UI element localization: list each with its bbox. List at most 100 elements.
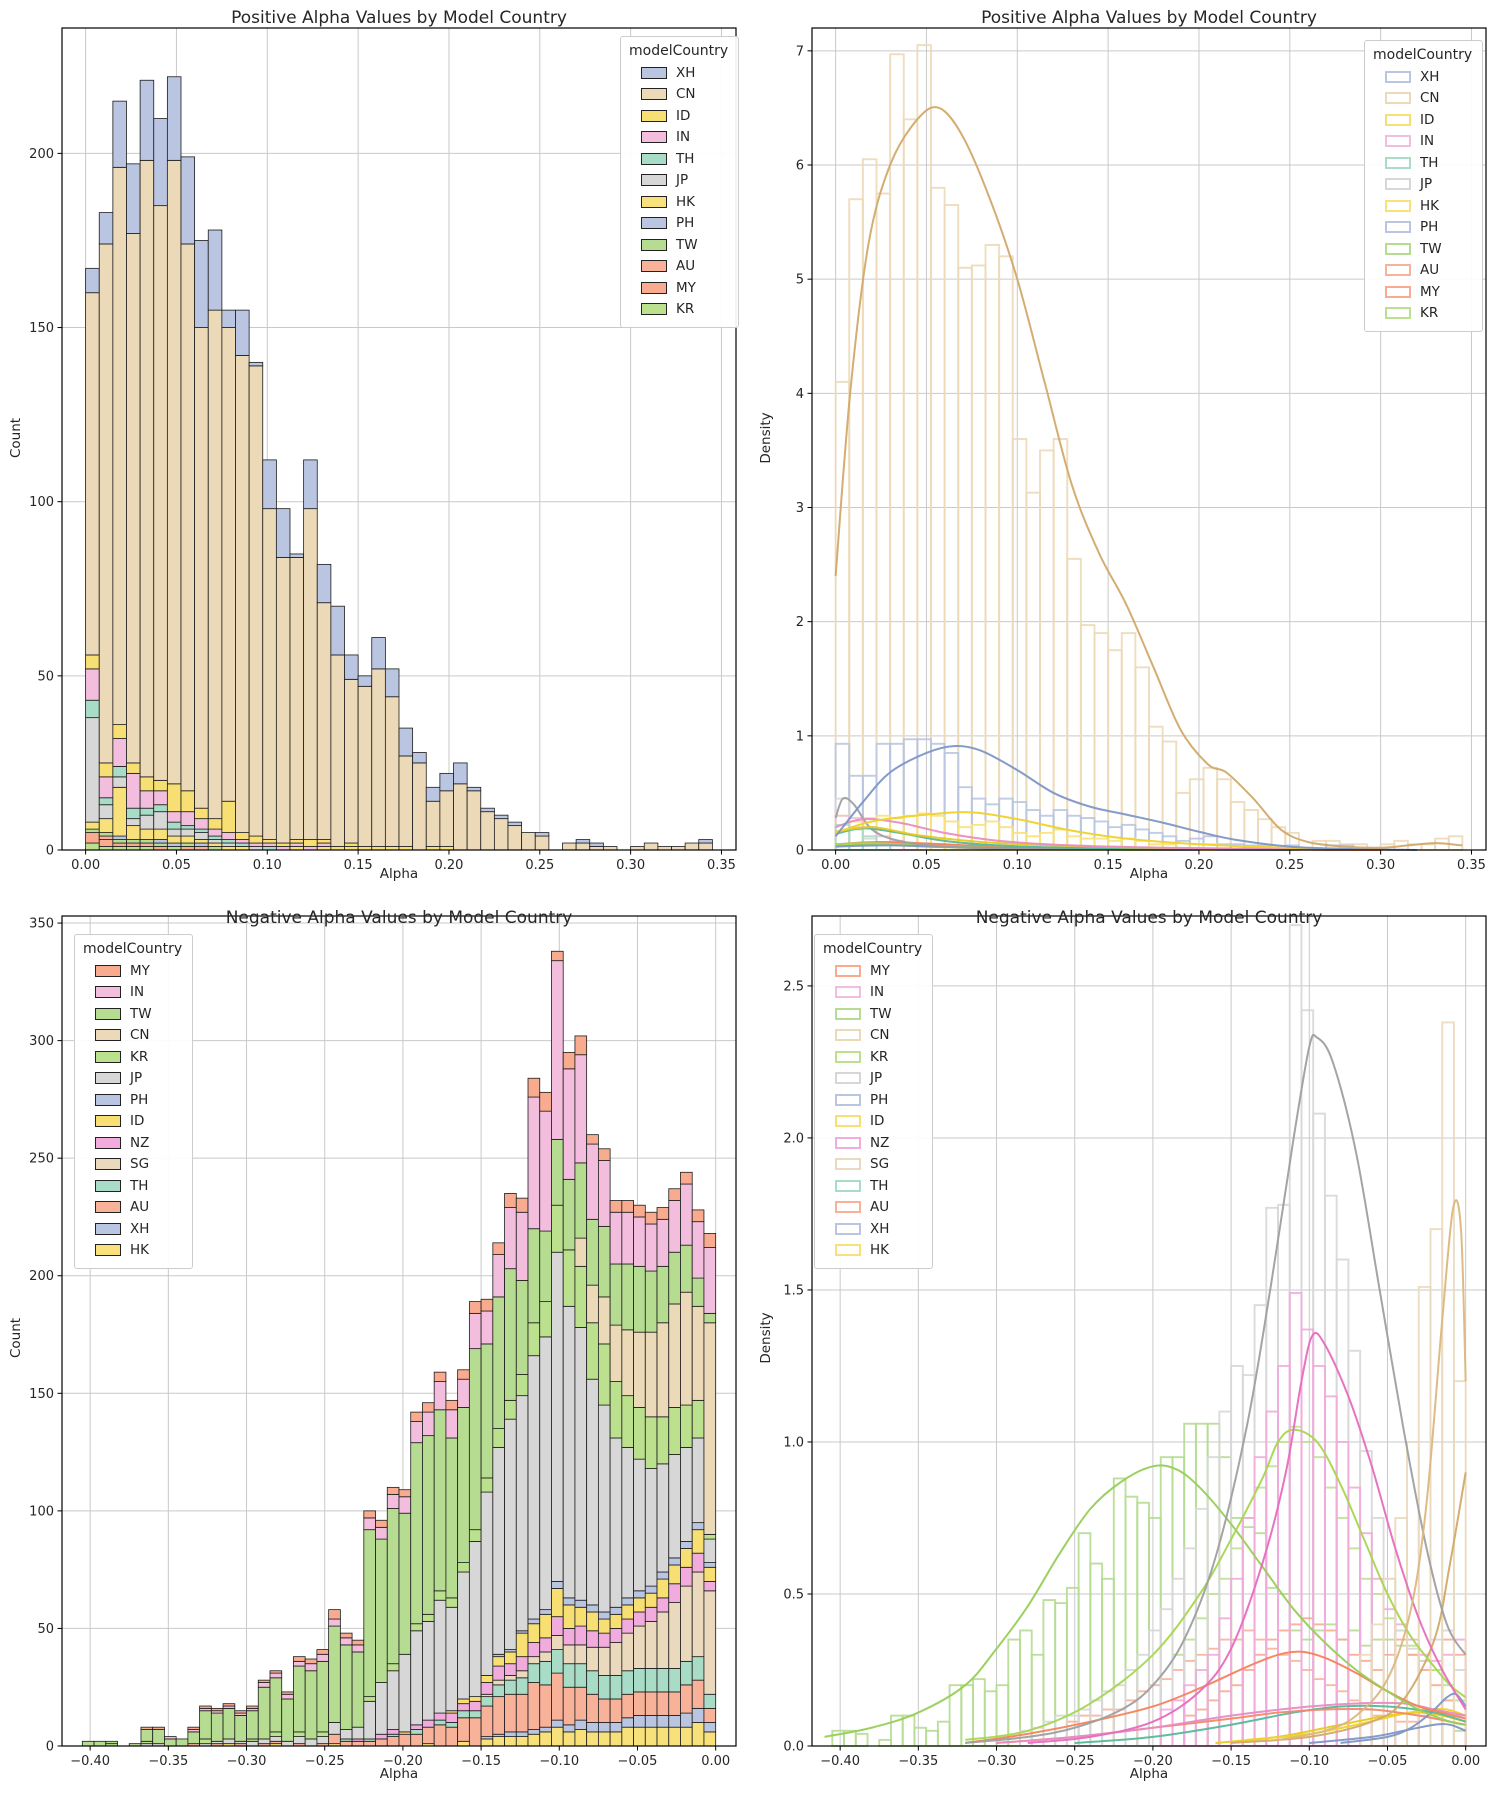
bar-segment-XH: [691, 1707, 705, 1723]
density-bar-TW: [1230, 1517, 1244, 1747]
bar-segment-TW: [304, 1670, 318, 1740]
legend-title: modelCountry: [1373, 47, 1473, 63]
bar-segment-AU: [139, 842, 155, 847]
density-bar-CN: [1066, 557, 1082, 851]
density-bar-KR: [1406, 1644, 1420, 1747]
bar-segment-MY: [633, 1204, 646, 1218]
bar-segment-MY: [539, 1091, 552, 1112]
density-bar-TW: [1183, 1422, 1197, 1747]
density-bar-AU: [1323, 1684, 1338, 1747]
bar-segment-SG: [668, 1602, 681, 1669]
legend-item-ID: ID: [1373, 109, 1472, 131]
legend-item-TW: TW: [1373, 238, 1472, 260]
density-bar-NZ: [1277, 1365, 1291, 1747]
legend-item-PH: PH: [823, 1089, 922, 1111]
bar-segment-HK: [680, 1726, 693, 1747]
bar-segment-XH: [534, 832, 550, 837]
bar-segment-CN: [684, 842, 700, 851]
density-bar-CN: [957, 266, 973, 851]
legend-swatch-AU: [1385, 264, 1411, 277]
bar-segment-TH: [551, 1649, 564, 1674]
bar-segment-AU: [644, 1691, 658, 1716]
bar-segment-JP: [386, 1670, 400, 1730]
bar-segment-KR: [85, 842, 100, 851]
legend-item-AU: AU: [1373, 260, 1472, 282]
legend-item-CN: CN: [1373, 88, 1472, 110]
bar-segment-KR: [527, 1322, 541, 1357]
density-bar-TW: [1265, 1586, 1279, 1747]
bar-segment-ID: [527, 1623, 541, 1643]
x-tick-label: −0.05: [1368, 1754, 1408, 1769]
bar-segment-MY: [234, 1710, 247, 1714]
bar-segment-IN: [126, 772, 141, 809]
bar-segment-NZ: [597, 1632, 611, 1648]
bar-segment-XH: [153, 118, 168, 207]
bar-segment-JP: [194, 832, 209, 840]
chart-title: Negative Alpha Values by Model Country: [975, 908, 1323, 928]
legend-label-PH: PH: [1420, 219, 1439, 236]
bar-segment-NZ: [691, 1552, 705, 1573]
density-bar-MY: [1194, 1708, 1209, 1747]
bar-segment-XH: [85, 267, 100, 294]
bar-segment-PH: [153, 839, 168, 844]
bar-segment-JP: [527, 1355, 541, 1620]
density-bar-TW: [1406, 1653, 1420, 1747]
legend-label-JP: JP: [676, 172, 689, 189]
bar-segment-NZ: [515, 1656, 529, 1672]
legend-item-MY: MY: [629, 277, 728, 299]
bar-segment-SG: [492, 1679, 505, 1686]
bar-segment-ID: [574, 1606, 588, 1627]
y-axis-label: Density: [758, 412, 774, 464]
bar-segment-NZ: [633, 1611, 646, 1627]
density-bar-AU: [1241, 1629, 1256, 1747]
bar-segment-JP: [445, 1606, 459, 1712]
bar-segment-MY: [574, 1035, 588, 1056]
y-tick-label: 7: [796, 44, 804, 59]
x-tick-label: 0.05: [912, 858, 941, 873]
bar-segment-CN: [235, 355, 250, 833]
x-tick-label: 0.00: [71, 858, 100, 873]
bar-segment-MY: [98, 839, 114, 847]
y-tick-label: 150: [29, 1387, 54, 1402]
bar-segment-NZ: [504, 1663, 517, 1676]
legend-item-ID: ID: [823, 1111, 922, 1133]
density-bar-TW: [1277, 1593, 1291, 1747]
bar-segment-NZ: [492, 1665, 505, 1681]
bar-segment-TW: [152, 1729, 165, 1745]
bar-segment-JP: [139, 814, 155, 830]
bar-segment-MY: [597, 1148, 611, 1161]
legend-item-HK: HK: [1373, 195, 1472, 217]
x-tick-label: −0.30: [227, 1754, 267, 1769]
density-bar-TW: [1101, 1577, 1115, 1747]
bar-segment-CN: [412, 762, 427, 851]
legend-swatch-TH: [1385, 156, 1411, 169]
bar-segment-CN: [466, 790, 482, 851]
bar-segment-IN: [551, 960, 564, 1140]
legend-swatch-HK: [641, 195, 667, 208]
legend-swatch-KR: [95, 1050, 121, 1063]
bar-segment-XH: [698, 839, 713, 844]
y-tick-label: 5: [796, 273, 804, 288]
bar-segment-AU: [621, 1693, 634, 1719]
legend-label-IN: IN: [870, 984, 885, 1001]
bar-segment-HK: [457, 1740, 470, 1747]
bar-segment-TW: [574, 1162, 588, 1239]
density-bar-TW: [1124, 1495, 1139, 1747]
bar-segment-HK: [656, 1726, 670, 1747]
bar-segment-PH: [597, 1611, 611, 1620]
legend-label-TH: TH: [130, 1177, 149, 1194]
legend-label-XH: XH: [1420, 68, 1440, 85]
bar-segment-PH: [194, 842, 209, 847]
density-bar-JP: [1370, 1517, 1385, 1747]
bar-segment-AU: [609, 1698, 623, 1723]
bar-segment-TW: [363, 1529, 376, 1698]
bar-segment-ID: [644, 1592, 658, 1608]
bar-segment-XH: [527, 1729, 541, 1735]
density-bar-NZ: [1300, 1328, 1315, 1747]
bar-segment-ID: [656, 1578, 670, 1599]
x-tick-label: −0.25: [1055, 1754, 1095, 1769]
bar-segment-KR: [703, 1533, 717, 1540]
bar-segment-SG: [680, 1585, 693, 1662]
bar-segment-IN: [351, 1644, 365, 1653]
y-tick-label: 2.0: [783, 1131, 804, 1146]
